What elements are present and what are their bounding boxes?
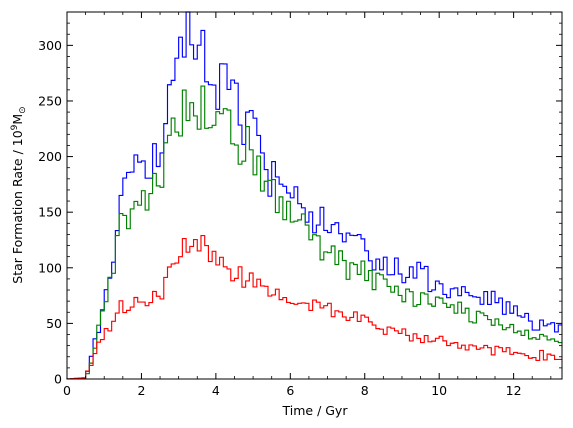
y-tick-label: 250 <box>38 93 62 108</box>
x-tick-label: 12 <box>506 383 522 398</box>
plot-frame <box>66 11 563 380</box>
y-axis-title-subscript: ⊙ <box>18 106 28 114</box>
x-tick-label: 6 <box>286 383 294 398</box>
y-tick-label: 0 <box>54 372 62 387</box>
y-tick-label: 100 <box>38 260 62 275</box>
series-line-2 <box>66 85 562 380</box>
series-layer <box>66 11 562 380</box>
y-axis-title-main: Star Formation Rate / 10 <box>10 130 25 283</box>
x-tick-label: 0 <box>63 383 71 398</box>
y-tick-label: 300 <box>38 38 62 53</box>
y-tick-label: 150 <box>38 205 62 220</box>
series-line-1 <box>66 11 562 380</box>
x-axis-title: Time / Gyr <box>282 403 349 418</box>
y-tick-label: 200 <box>38 149 62 164</box>
y-tick-label: 50 <box>46 316 62 331</box>
ticks-layer: 0 2 4 6 8 10 12 0 50 100 150 200 250 300 <box>38 11 562 398</box>
x-tick-label: 10 <box>431 383 447 398</box>
y-axis-title-group: Star Formation Rate / 109M⊙ <box>10 106 28 283</box>
y-axis-title-unit: M <box>10 114 25 125</box>
y-axis-title-exponent: 9 <box>10 124 20 130</box>
x-tick-label: 4 <box>212 383 220 398</box>
x-tick-label: 8 <box>361 383 369 398</box>
series-line-3 <box>66 235 562 380</box>
x-tick-label: 2 <box>137 383 145 398</box>
y-axis-title: Star Formation Rate / 109M⊙ <box>10 106 28 283</box>
